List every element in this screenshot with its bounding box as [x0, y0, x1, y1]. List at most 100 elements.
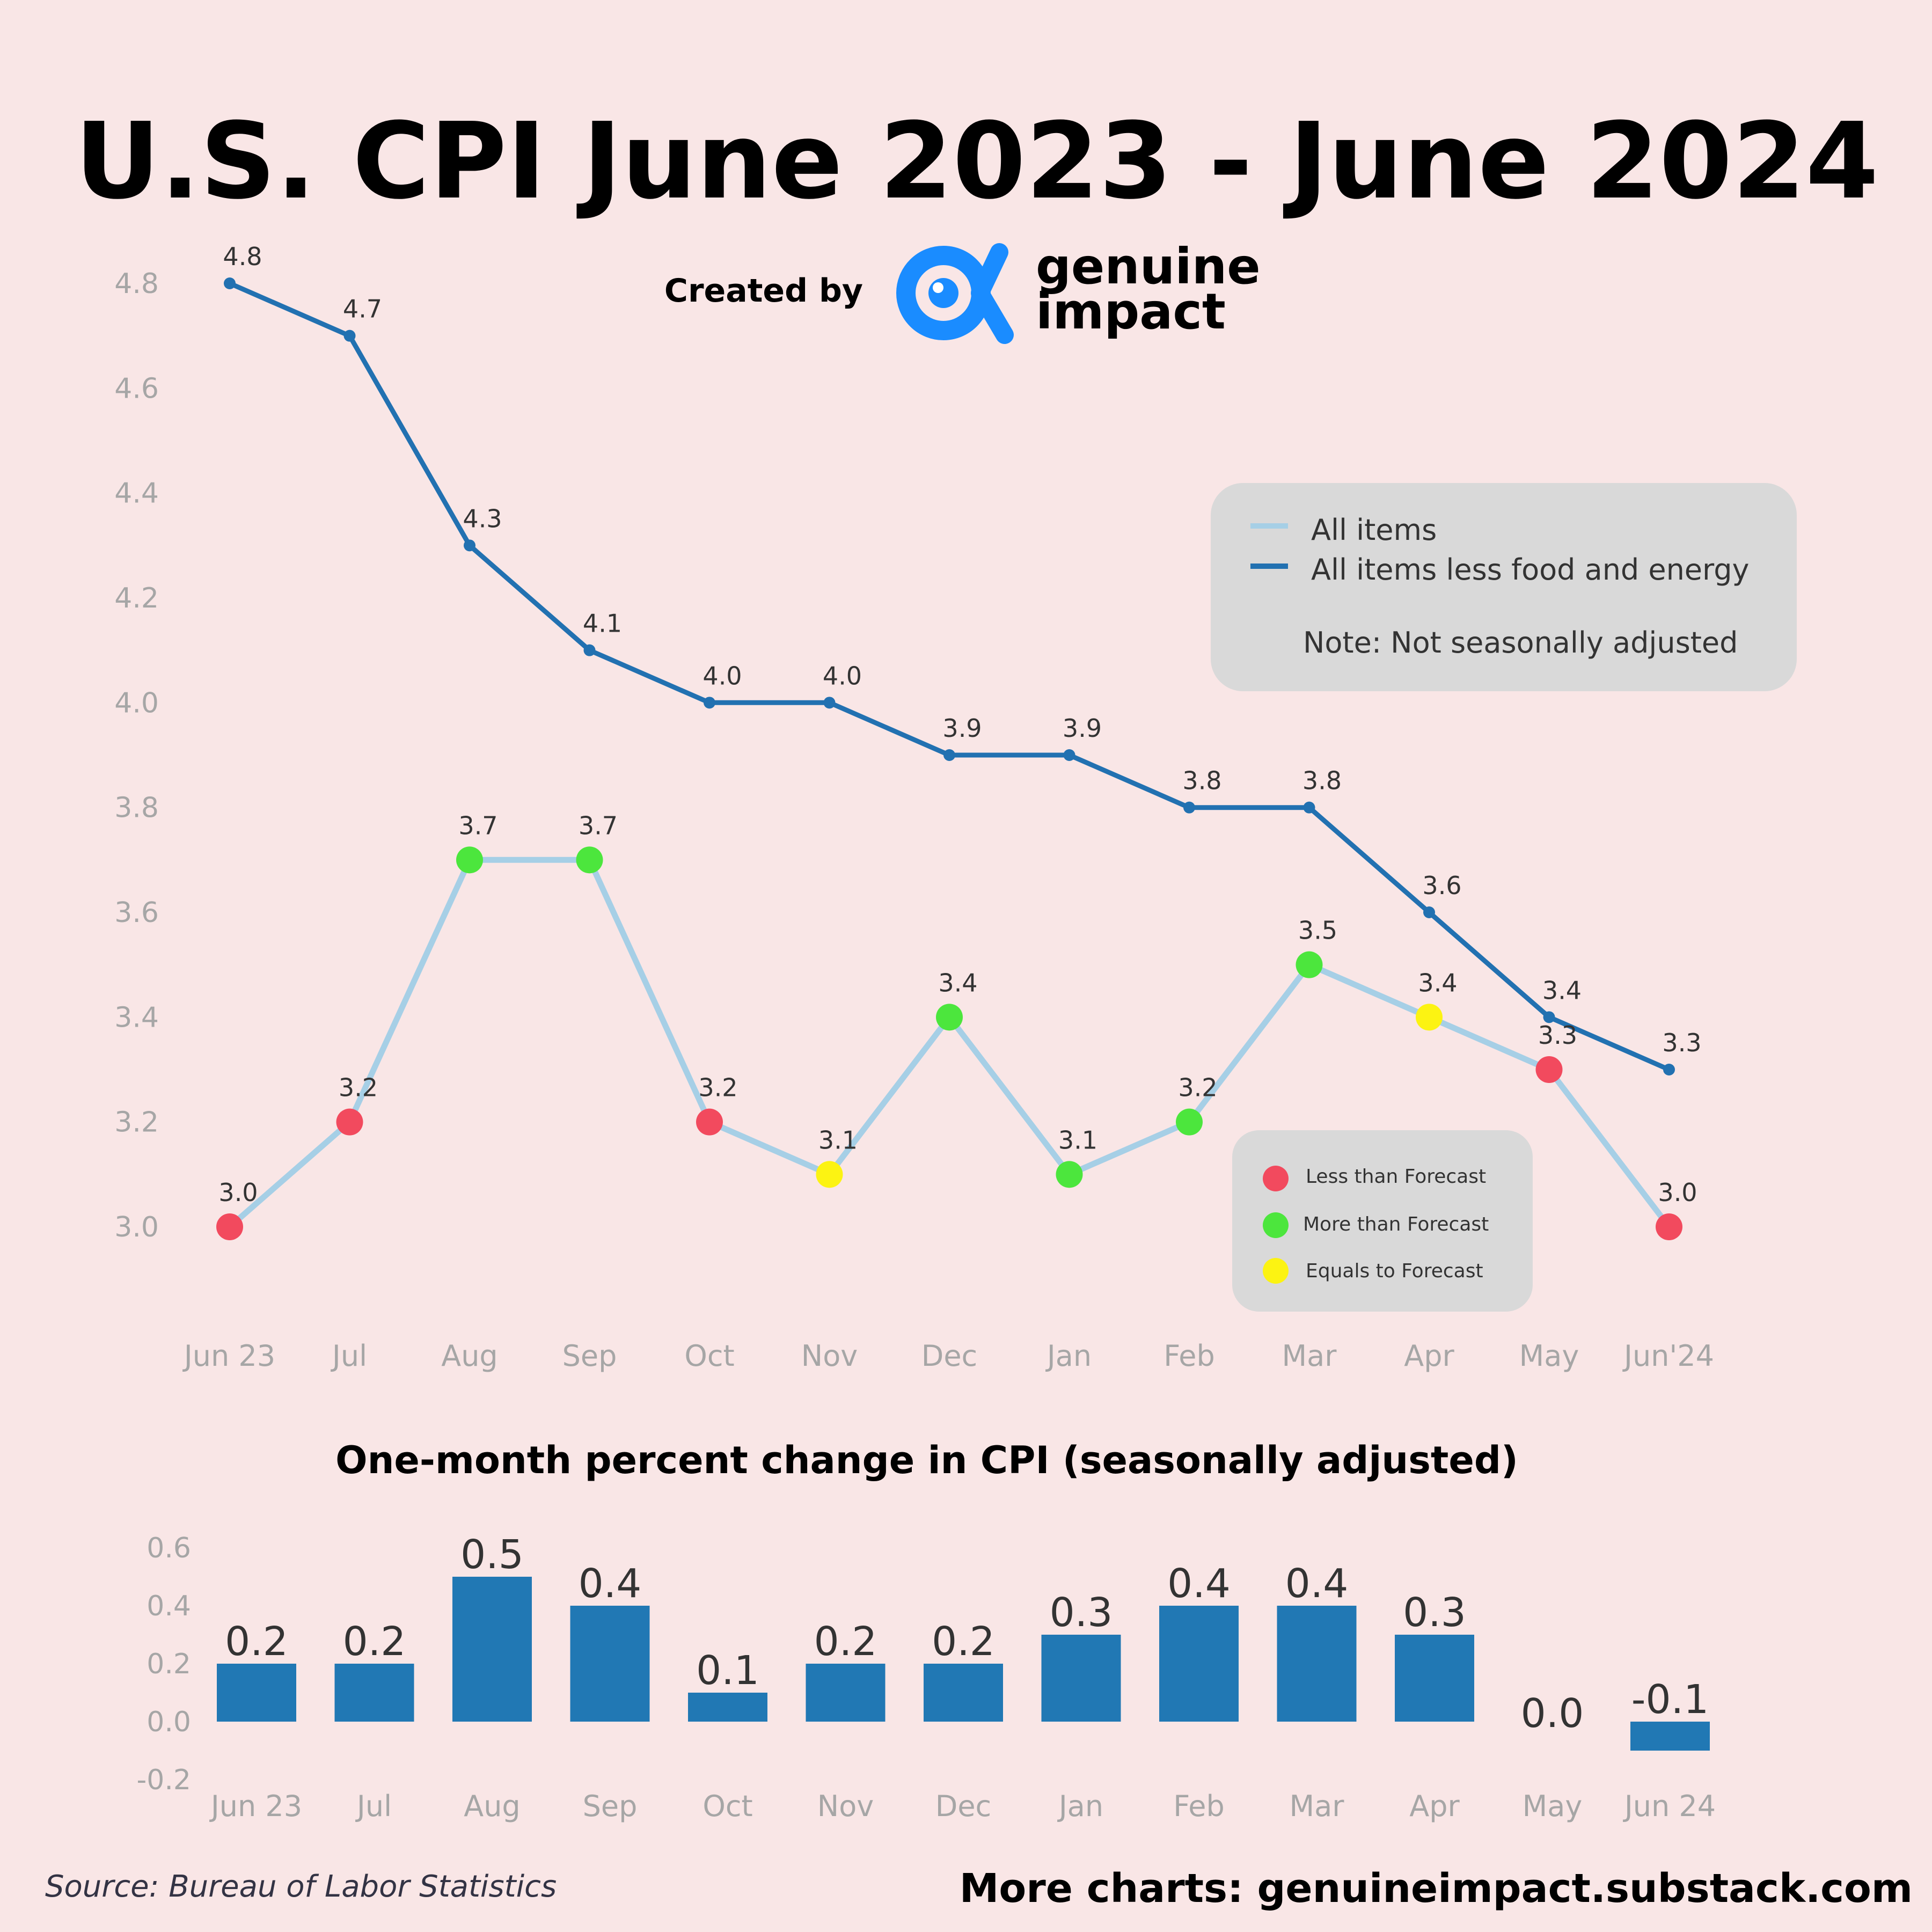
series-core-points [224, 277, 1675, 1075]
bar-x-tick-label: Dec [935, 1789, 992, 1823]
bar-x-tick-label: Nov [817, 1789, 874, 1823]
more-charts-link[interactable]: More charts: genuineimpact.substack.com [960, 1865, 1913, 1912]
core-point-label: 3.4 [1542, 976, 1582, 1005]
line-y-tick-label: 4.8 [114, 268, 159, 300]
forecast-legend: Less than Forecast More than Forecast Eq… [1232, 1130, 1533, 1312]
forecast-legend-more-marker [1263, 1212, 1289, 1238]
line-x-tick-label: Nov [801, 1339, 858, 1373]
line-x-tick-label: Jun 23 [182, 1339, 275, 1373]
all-items-point [216, 1213, 243, 1240]
all-items-point [1296, 951, 1323, 978]
series-core-labels: 4.8 4.7 4.3 4.1 4.0 4.0 3.9 3.9 3.8 3.8 3.6 3.4 3.3 [223, 242, 1701, 1057]
line-chart-y-axis: 3.0 3.2 3.4 3.6 3.8 4.0 4.2 4.4 4.6 4.8 [114, 268, 159, 1243]
page-title: U.S. CPI June 2023 - June 2024 [75, 100, 1878, 223]
core-point-label: 4.8 [223, 242, 262, 271]
bar-x-tick-label: Oct [702, 1789, 752, 1823]
bar-y-tick-label: 0.2 [147, 1648, 191, 1680]
line-y-tick-label: 3.2 [114, 1107, 159, 1139]
all-items-point-label: 3.1 [1058, 1125, 1097, 1154]
forecast-legend-less-marker [1263, 1166, 1289, 1191]
bar-chart-bars [217, 1577, 1710, 1751]
core-point-label: 3.9 [1063, 714, 1102, 743]
bar-x-tick-label: Mar [1290, 1789, 1345, 1823]
all-items-point-label: 3.5 [1298, 916, 1337, 945]
bar [1395, 1635, 1474, 1722]
bar [1630, 1722, 1710, 1751]
all-items-point-label: 3.4 [1418, 968, 1457, 997]
all-items-point [456, 846, 483, 874]
all-items-point-label: 3.0 [1658, 1178, 1697, 1207]
line-y-tick-label: 4.2 [114, 582, 159, 614]
core-point [823, 697, 836, 709]
all-items-point-label: 3.4 [938, 968, 977, 997]
bar-value-label: 0.2 [225, 1619, 288, 1665]
series-all-items-points [216, 846, 1682, 1240]
core-point-label: 4.1 [583, 609, 622, 638]
line-x-tick-label: Dec [921, 1339, 978, 1373]
core-point [1303, 801, 1315, 814]
bar-x-tick-label: Jan [1057, 1789, 1103, 1823]
bar-y-tick-label: 0.4 [147, 1590, 191, 1622]
core-point-label: 3.8 [1182, 766, 1221, 795]
bar-chart-title: One-month percent change in CPI (seasona… [335, 1438, 1518, 1482]
core-point-label: 3.3 [1662, 1028, 1701, 1057]
bar [924, 1664, 1003, 1722]
forecast-legend-equal-label: Equals to Forecast [1306, 1260, 1483, 1282]
bar-x-tick-label: Jun 24 [1623, 1789, 1716, 1823]
core-point-label: 4.0 [702, 661, 742, 690]
bar-value-label: 0.4 [1285, 1561, 1349, 1607]
line-x-tick-label: May [1519, 1339, 1579, 1373]
bar-value-label: -0.1 [1631, 1677, 1709, 1723]
all-items-point [696, 1108, 723, 1136]
core-point [1063, 749, 1075, 761]
line-chart-x-axis: Jun 23 Jul Aug Sep Oct Nov Dec Jan Feb Mar Apr May J… [182, 1339, 1714, 1373]
bar-x-tick-label: Sep [583, 1789, 638, 1823]
line-y-tick-label: 3.0 [114, 1211, 159, 1243]
bar [1041, 1635, 1121, 1722]
core-point-label: 4.7 [343, 295, 382, 324]
line-y-tick-label: 3.8 [114, 792, 159, 824]
bar [452, 1577, 532, 1722]
line-x-tick-label: Jun'24 [1622, 1339, 1714, 1373]
line-y-tick-label: 4.6 [114, 372, 159, 405]
bar-x-tick-label: May [1523, 1789, 1583, 1823]
bar-value-label: 0.1 [696, 1648, 759, 1694]
line-y-tick-label: 3.6 [114, 897, 159, 929]
bar [688, 1693, 767, 1722]
bar-chart-value-labels: 0.2 0.2 0.5 0.4 0.1 0.2 0.2 0.3 0.4 0.4 0.3 0.0 -0.1 [225, 1532, 1709, 1737]
bar-y-tick-label: 0.0 [147, 1706, 191, 1738]
bar-y-tick-label: 0.6 [147, 1532, 191, 1564]
forecast-legend-more-label: More than Forecast [1303, 1213, 1489, 1235]
line-x-tick-label: Mar [1282, 1339, 1337, 1373]
core-point-label: 3.6 [1422, 871, 1461, 900]
core-point [943, 749, 955, 761]
all-items-point [1535, 1056, 1563, 1083]
core-point [1183, 801, 1195, 814]
all-items-point [1656, 1213, 1682, 1240]
brand-line-1: genuine [1036, 238, 1261, 295]
all-items-point [936, 1004, 963, 1031]
series-all-items-labels: 3.0 3.2 3.7 3.7 3.2 3.1 3.4 3.1 3.2 3.5 3.4 3.3 3.0 [218, 811, 1697, 1207]
created-by-text: Created by [664, 272, 863, 310]
bar-x-tick-label: Apr [1409, 1789, 1460, 1823]
core-point-label: 3.8 [1302, 766, 1342, 795]
bar-x-tick-label: Jun 23 [209, 1789, 302, 1823]
all-items-point-label: 3.2 [1178, 1073, 1217, 1102]
core-point [1663, 1064, 1675, 1075]
all-items-point-label: 3.2 [698, 1073, 737, 1102]
core-point [583, 644, 596, 656]
all-items-point [336, 1108, 363, 1136]
legend-note: Note: Not seasonally adjusted [1303, 626, 1738, 660]
bar-x-tick-label: Aug [464, 1789, 520, 1823]
line-x-tick-label: Feb [1163, 1339, 1215, 1373]
all-items-point-label: 3.1 [818, 1125, 858, 1154]
bar-value-label: 0.2 [932, 1619, 995, 1665]
bar [570, 1606, 650, 1722]
all-items-point [576, 846, 603, 874]
core-point-label: 3.9 [942, 714, 982, 743]
bar [806, 1664, 885, 1722]
all-items-point [1056, 1161, 1083, 1188]
all-items-point-label: 3.7 [579, 811, 618, 840]
legend-label-core: All items less food and energy [1311, 553, 1750, 587]
